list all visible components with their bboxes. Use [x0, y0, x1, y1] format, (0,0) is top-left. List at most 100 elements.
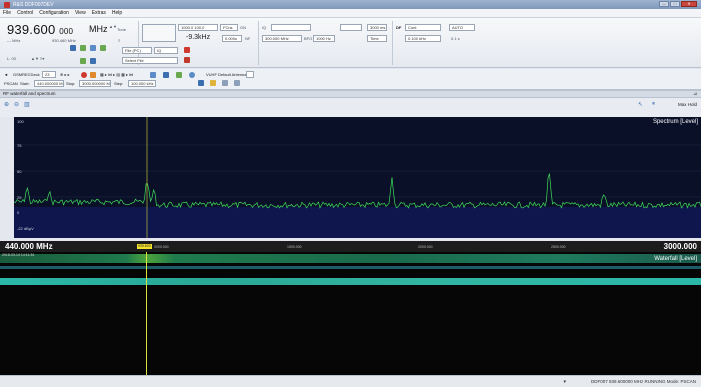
- on-label: ON: [240, 25, 246, 30]
- stop-label: Stop:: [66, 81, 76, 86]
- max-hold-select[interactable]: Max Hold: [677, 102, 697, 107]
- spectrum-trace: [14, 173, 701, 209]
- step-input[interactable]: 100.000 kHz: [128, 80, 156, 87]
- y-tick-50: 50: [17, 169, 22, 174]
- scale-tick-1: 0000.000: [154, 245, 169, 249]
- pointer-icon[interactable]: ↖: [637, 102, 643, 108]
- play-back-icon[interactable]: ◄: [4, 72, 8, 77]
- frequency-display[interactable]: 939.600 000: [7, 22, 73, 37]
- scale-end: 3000.000: [663, 242, 697, 251]
- stop-icon[interactable]: [81, 72, 87, 78]
- filter-icon[interactable]: [176, 72, 182, 78]
- signal-icon[interactable]: [80, 45, 86, 51]
- waterfall-timestamp: 2018-03-14 14:11:34: [2, 253, 35, 257]
- mode-icons[interactable]: ⊕ ▸ ▸: [60, 72, 70, 77]
- panel-title: RF waterfall and spectrum: [3, 91, 56, 96]
- scan-icon[interactable]: [90, 45, 96, 51]
- zoom-out-icon[interactable]: ⊖: [14, 102, 20, 108]
- bfo-label: BFO: [304, 36, 313, 41]
- file-mode-select[interactable]: File (PC): [122, 47, 152, 54]
- waterfall-plot[interactable]: 2018-03-14 14:11:34 Waterfall [Level]: [0, 252, 701, 375]
- iq-mode-select[interactable]: [340, 24, 362, 31]
- stop-button[interactable]: [184, 57, 190, 63]
- menu-control[interactable]: Control: [17, 10, 34, 16]
- panel-tools: ⊕ ⊖ ▥ ↖ ⏸ Max Hold: [0, 98, 701, 117]
- y-tick-0: 0: [17, 210, 20, 215]
- chart-icon[interactable]: [150, 72, 156, 78]
- scale-tick-3: 2000.000: [418, 245, 433, 249]
- antenna-icon[interactable]: [70, 45, 76, 51]
- antenna-dropdown[interactable]: [246, 71, 254, 78]
- mode-select[interactable]: FCns: [220, 24, 238, 31]
- spectrum-plot[interactable]: 100 75 50 25 0 -22 dBµV Spectrum [Level]: [14, 117, 701, 238]
- pscan-label: PSCAN: [4, 81, 18, 86]
- marker-badge[interactable]: 939.600: [137, 244, 152, 249]
- waterfall-label: Waterfall [Level]: [654, 256, 697, 262]
- close-button[interactable]: ✕: [681, 1, 697, 7]
- waterfall-band-3: [0, 278, 701, 285]
- receiver-toolbar: 939.600 000 MHz ▲▼ Tune --- MHz 930.460 …: [0, 18, 701, 68]
- df-value-select[interactable]: 0.100 kHz: [405, 35, 441, 42]
- mode-label: GSMRECDeck: [13, 72, 40, 77]
- y-tick-min: -22 dBµV: [17, 226, 34, 231]
- range-icon[interactable]: [222, 80, 228, 86]
- menu-help[interactable]: Help: [111, 10, 123, 16]
- frequency-scale[interactable]: 440.000 MHz 939.600 0000.000 1500.000 20…: [0, 241, 701, 252]
- step-label: Step:: [114, 81, 124, 86]
- start-input[interactable]: 440.000000 MHz: [34, 80, 64, 87]
- title-bar: R&S DDF007DEV — □ ✕: [0, 0, 701, 9]
- spin-arrows-icon[interactable]: ▲▼: [109, 24, 117, 29]
- file-format-select[interactable]: IQ: [154, 47, 178, 54]
- l-label: L: 03: [7, 56, 16, 61]
- bar-chart-icon[interactable]: ▥: [24, 102, 30, 108]
- count-select[interactable]: 23: [42, 71, 56, 78]
- scale-tick-2: 1500.000: [287, 245, 302, 249]
- sub-value-select[interactable]: 0.000s: [222, 35, 242, 42]
- bfo-input[interactable]: 1000 Hz: [313, 35, 335, 42]
- df-auto-select[interactable]: AUTO: [449, 24, 475, 31]
- time-mode-select[interactable]: Time: [367, 35, 387, 42]
- bandwidth-select[interactable]: 300.000 MHz: [262, 35, 302, 42]
- pause-icon[interactable]: ⏸: [651, 101, 655, 107]
- range-box[interactable]: 1000.0 100.0: [178, 24, 218, 31]
- display-icons[interactable]: ▦ ▸ ⋈ ▸ ▤ ▦ ▸ ⋈: [100, 72, 134, 77]
- bars-icon[interactable]: ≡: [118, 38, 121, 43]
- window-title: R&S DDF007DEV: [13, 1, 54, 8]
- menu-extras[interactable]: Extras: [91, 10, 106, 16]
- menu-view[interactable]: View: [74, 10, 86, 16]
- antenna-label: VUHF Default Antenna: [206, 72, 247, 77]
- menu-bar: File Control Configuration View Extras H…: [0, 9, 701, 18]
- record-button[interactable]: [184, 47, 190, 53]
- y-tick-25: 25: [17, 195, 22, 200]
- menu-configuration[interactable]: Configuration: [39, 10, 69, 16]
- offset-readout: -9.3kHz: [186, 34, 211, 41]
- l-spinner-icon[interactable]: ▲▼ ≡▾: [31, 56, 45, 61]
- record-icon[interactable]: [80, 58, 86, 64]
- status-dropdown-icon[interactable]: ▾: [563, 379, 566, 385]
- panel-header: RF waterfall and spectrum ⊿: [0, 90, 701, 98]
- select-file-box[interactable]: Select File: [122, 57, 178, 64]
- antenna-select-icon[interactable]: [90, 58, 96, 64]
- iq-select[interactable]: [271, 24, 311, 31]
- nf-label: NF: [245, 36, 251, 41]
- y-tick-100: 100: [17, 119, 24, 124]
- maximize-button[interactable]: □: [670, 1, 680, 7]
- folder-icon[interactable]: [210, 80, 216, 86]
- grid-icon[interactable]: [234, 80, 240, 86]
- stop-input[interactable]: 3000.000000 MHz: [79, 80, 111, 87]
- menu-file[interactable]: File: [3, 10, 12, 16]
- spectrum-label: Spectrum [Level]: [652, 119, 698, 125]
- minimize-button[interactable]: —: [659, 1, 669, 7]
- time-input[interactable]: 3000 ms: [367, 24, 387, 31]
- settings-icon[interactable]: [163, 72, 169, 78]
- alert-icon[interactable]: [90, 72, 96, 78]
- info-icon[interactable]: [189, 72, 195, 78]
- waterfall-marker: [146, 252, 147, 375]
- df-mode-select[interactable]: Cont: [405, 24, 441, 31]
- save-icon[interactable]: [198, 80, 204, 86]
- pin-icon[interactable]: ⊿: [693, 91, 697, 96]
- step-value: 930.460 MHz: [52, 38, 76, 43]
- step-unit-label: --- MHz: [7, 38, 21, 43]
- zoom-in-icon[interactable]: ⊕: [4, 102, 10, 108]
- tune-icon[interactable]: [100, 45, 106, 51]
